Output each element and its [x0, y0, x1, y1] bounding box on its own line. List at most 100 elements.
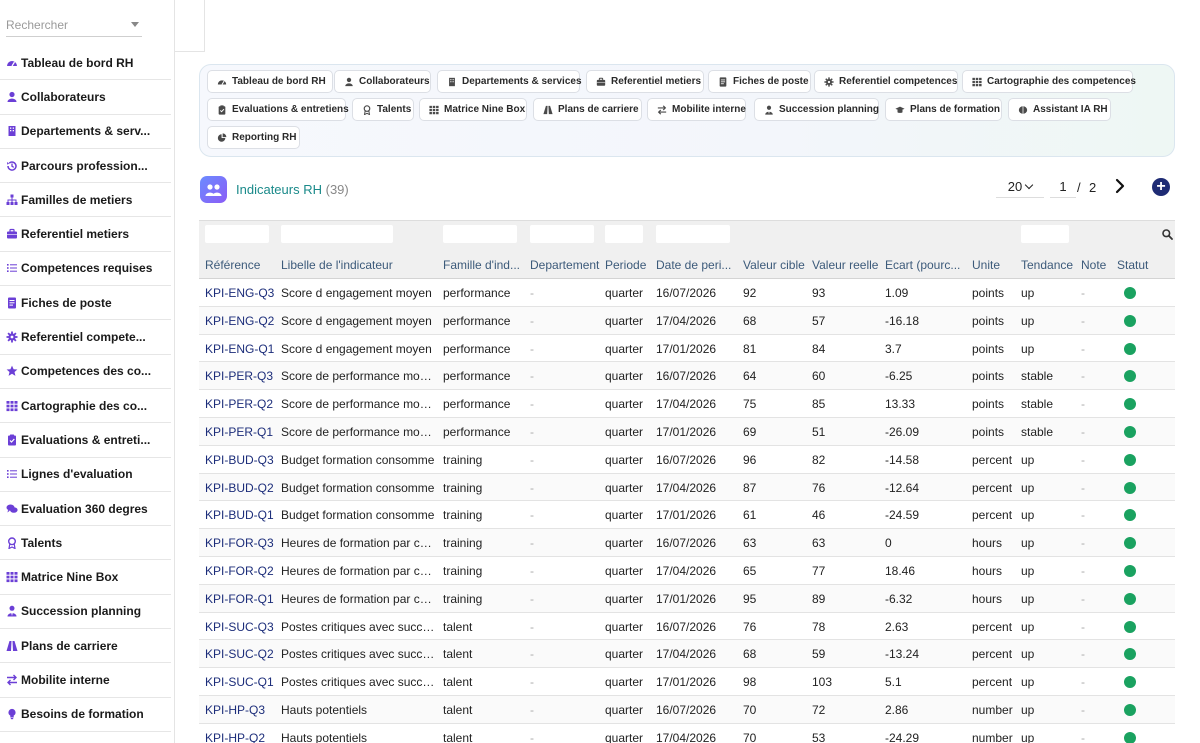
module-tab[interactable]: Mobilite interne — [647, 98, 746, 121]
record-link[interactable]: KPI-PER-Q2 — [205, 397, 274, 412]
record-link[interactable]: KPI-FOR-Q1 — [205, 591, 274, 606]
column-header[interactable]: Note — [1081, 258, 1107, 272]
record-link[interactable]: KPI-BUD-Q1 — [205, 508, 274, 523]
column-filter-input[interactable] — [1021, 225, 1069, 243]
module-tab[interactable]: Plans de formation — [885, 98, 1002, 121]
module-tab[interactable]: Departements & services — [437, 70, 582, 93]
module-tab[interactable]: Fiches de poste — [708, 70, 811, 93]
column-filter-input[interactable] — [656, 225, 730, 243]
table-row[interactable]: KPI-ENG-Q2 Score d engagement moyen perfor… — [199, 306, 1175, 335]
sidebar-item[interactable]: Fiches de poste — [0, 286, 171, 321]
sidebar-item[interactable]: Parcours profession... — [0, 149, 171, 184]
per-page-select[interactable]: 20 — [996, 176, 1044, 198]
sidebar-item[interactable]: Matrice Nine Box — [0, 560, 171, 595]
table-row[interactable]: KPI-BUD-Q2 Budget formation consomme train… — [199, 473, 1175, 502]
module-tab[interactable]: Referentiel competences — [814, 70, 958, 93]
sidebar-item[interactable]: Succession planning — [0, 595, 171, 630]
record-link[interactable]: KPI-ENG-Q3 — [205, 286, 275, 300]
column-filter-input[interactable] — [443, 225, 517, 243]
chevron-down-icon[interactable] — [131, 22, 139, 27]
module-tab[interactable]: Tableau de bord RH — [207, 70, 333, 93]
table-row[interactable]: KPI-FOR-Q1 Heures de formation par coll..… — [199, 584, 1175, 613]
table-row[interactable]: KPI-SUC-Q1 Postes critiques avec succe...… — [199, 668, 1175, 696]
sidebar-item[interactable]: Competences des co... — [0, 355, 171, 389]
record-link[interactable]: KPI-HP-Q2 — [205, 730, 266, 743]
table-row[interactable]: KPI-ENG-Q3 Score d engagement moyen perfor… — [199, 279, 1175, 307]
table-row[interactable]: KPI-HP-Q2 Hauts potentiels talent - quarter 1… — [199, 723, 1175, 743]
column-filter-input[interactable] — [205, 225, 269, 243]
column-header[interactable]: Ecart (pourc... — [885, 258, 961, 272]
record-link[interactable]: KPI-ENG-Q1 — [205, 341, 275, 356]
record-link[interactable]: KPI-SUC-Q3 — [205, 619, 274, 634]
table-row[interactable]: KPI-PER-Q1 Score de performance moyen perf… — [199, 418, 1175, 446]
search-input[interactable] — [6, 14, 126, 36]
table-row[interactable]: KPI-HP-Q3 Hauts potentiels talent - quarter 1… — [199, 696, 1175, 724]
column-filter-input[interactable] — [530, 225, 594, 243]
table-cell: up — [1021, 536, 1035, 551]
table-cell: 70 — [743, 730, 757, 743]
sidebar-item[interactable]: Departements & serv... — [0, 115, 171, 149]
table-cell: - — [530, 286, 534, 300]
record-link[interactable]: KPI-FOR-Q2 — [205, 564, 274, 578]
sidebar-item[interactable]: Referentiel compete... — [0, 320, 171, 355]
record-link[interactable]: KPI-PER-Q3 — [205, 369, 274, 384]
add-record-button[interactable]: + — [1152, 178, 1170, 196]
table-row[interactable]: KPI-ENG-Q1 Score d engagement moyen perfor… — [199, 334, 1175, 363]
sidebar-item[interactable]: Evaluation 360 degres — [0, 492, 171, 527]
page-number-input[interactable]: 1 — [1050, 176, 1076, 198]
sidebar-item[interactable]: Competences requises — [0, 252, 171, 287]
column-header[interactable]: Date de peri... — [656, 258, 732, 272]
sidebar-item[interactable]: Plans de carriere — [0, 629, 171, 664]
column-header[interactable]: Valeur cible — [743, 258, 805, 272]
table-row[interactable]: KPI-SUC-Q3 Postes critiques avec succe...… — [199, 612, 1175, 641]
sidebar-item[interactable]: Collaborateurs — [0, 80, 171, 115]
column-header[interactable]: Libelle de l'indicateur — [281, 258, 393, 272]
table-row[interactable]: KPI-SUC-Q2 Postes critiques avec succe...… — [199, 640, 1175, 669]
table-row[interactable]: KPI-BUD-Q1 Budget formation consomme train… — [199, 501, 1175, 530]
sidebar-item[interactable]: Mobilite interne — [0, 663, 171, 698]
module-tab[interactable]: Assistant IA RH — [1008, 98, 1111, 121]
sidebar-item[interactable]: Referentiel metiers — [0, 217, 171, 252]
module-tab[interactable]: Succession planning — [754, 98, 879, 121]
record-link[interactable]: KPI-ENG-Q2 — [205, 313, 275, 328]
record-link[interactable]: KPI-BUD-Q3 — [205, 452, 274, 467]
record-link[interactable]: KPI-SUC-Q1 — [205, 675, 274, 690]
column-header[interactable]: Tendance — [1021, 258, 1074, 272]
record-link[interactable]: KPI-SUC-Q2 — [205, 647, 274, 662]
table-row[interactable]: KPI-FOR-Q3 Heures de formation par coll..… — [199, 529, 1175, 557]
module-tab[interactable]: Collaborateurs — [334, 70, 431, 93]
module-tab[interactable]: Matrice Nine Box — [419, 98, 527, 121]
column-filter-input[interactable] — [281, 225, 393, 243]
table-row[interactable]: KPI-PER-Q2 Score de performance moyen perf… — [199, 390, 1175, 418]
module-tab[interactable]: Reporting RH — [207, 126, 300, 149]
sidebar-item[interactable]: Talents — [0, 526, 171, 561]
column-header[interactable]: Famille d'ind... — [443, 258, 520, 272]
table-row[interactable]: KPI-PER-Q3 Score de performance moyen perf… — [199, 362, 1175, 391]
sidebar-item[interactable]: Tableau de bord RH — [0, 46, 171, 81]
search-icon[interactable] — [1162, 229, 1173, 240]
column-filter-input[interactable] — [605, 225, 643, 243]
column-header[interactable]: Valeur reelle — [812, 258, 879, 272]
module-tab[interactable]: Plans de carriere — [533, 98, 642, 121]
record-link[interactable]: KPI-PER-Q1 — [205, 425, 274, 439]
column-header[interactable]: Référence — [205, 258, 261, 272]
record-link[interactable]: KPI-FOR-Q3 — [205, 536, 274, 551]
module-tab[interactable]: Evaluations & entretiens — [207, 98, 349, 121]
table-row[interactable]: KPI-BUD-Q3 Budget formation consomme train… — [199, 445, 1175, 474]
column-header[interactable]: Statut — [1117, 258, 1149, 272]
sidebar-item[interactable]: Cartographie des co... — [0, 389, 171, 424]
module-tab[interactable]: Cartographie des competences — [962, 70, 1136, 93]
record-link[interactable]: KPI-HP-Q3 — [205, 703, 266, 717]
module-tab[interactable]: Referentiel metiers — [586, 70, 704, 93]
record-link[interactable]: KPI-BUD-Q2 — [205, 480, 274, 495]
next-page-icon[interactable] — [1113, 178, 1127, 194]
module-tab[interactable]: Talents — [352, 98, 414, 121]
sidebar-item[interactable]: Lignes d'evaluation — [0, 458, 171, 492]
column-header[interactable]: Departement — [530, 258, 600, 272]
column-header[interactable]: Periode — [605, 258, 647, 272]
sidebar-item[interactable]: Besoins de formation — [0, 698, 171, 732]
sidebar-item[interactable]: Evaluations & entreti... — [0, 423, 171, 458]
table-row[interactable]: KPI-FOR-Q2 Heures de formation par coll..… — [199, 557, 1175, 585]
column-header[interactable]: Unite — [972, 258, 1001, 272]
sidebar-item[interactable]: Familles de metiers — [0, 183, 171, 218]
